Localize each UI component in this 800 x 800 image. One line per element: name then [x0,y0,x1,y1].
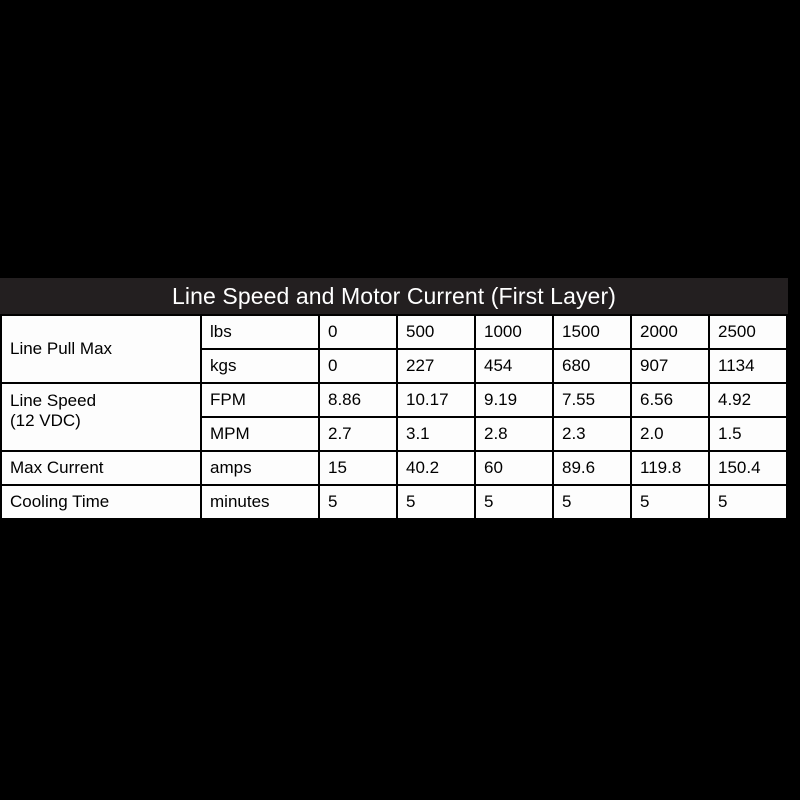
cell-value: 8.86 [318,382,398,418]
cell-value: 680 [552,348,632,384]
row-label-line-speed-voltage: (12 VDC) [10,411,81,430]
cell-value: 15 [318,450,398,486]
table-row: Line Speed (12 VDC) FPM 8.86 10.17 9.19 … [0,382,788,452]
row-label-max-current: Max Current [0,450,202,486]
cell-value: 3.1 [396,416,476,452]
row-unit-minutes: minutes [200,484,320,520]
row-unit-lbs: lbs [200,314,320,350]
cell-value: 2.8 [474,416,554,452]
cell-value: 5 [708,484,788,520]
row-label-cooling-time: Cooling Time [0,484,202,520]
table-row: MPM 2.7 3.1 2.8 2.3 2.0 1.5 [1,416,788,452]
cell-value: 5 [318,484,398,520]
page-title: Line Speed and Motor Current (First Laye… [172,283,616,309]
cell-value: 40.2 [396,450,476,486]
cell-value: 2000 [630,314,710,350]
cell-value: 0 [318,314,398,350]
specification-table: Line Pull Max lbs 0 500 1000 1500 2000 2… [0,314,788,520]
cell-value: 150.4 [708,450,788,486]
cell-value: 6.56 [630,382,710,418]
row-unit-mpm: MPM [200,416,320,452]
row-label-line-speed-text: Line Speed [10,391,97,410]
table-row: Max Current amps 15 40.2 60 89.6 119.8 1… [0,450,788,486]
cell-value: 1.5 [708,416,788,452]
cell-value: 2.3 [552,416,632,452]
cell-value: 10.17 [396,382,476,418]
cell-value: 907 [630,348,710,384]
row-unit-amps: amps [200,450,320,486]
cell-value: 7.55 [552,382,632,418]
cell-value: 2500 [708,314,788,350]
cell-value: 500 [396,314,476,350]
cell-value: 5 [630,484,710,520]
cell-value: 89.6 [552,450,632,486]
cell-value: 5 [552,484,632,520]
cell-value: 2.0 [630,416,710,452]
table-row: Line Pull Max lbs 0 500 1000 1500 2000 2… [0,314,788,384]
cell-value: 2.7 [318,416,398,452]
cell-value: 1000 [474,314,554,350]
row-label-line-speed: Line Speed (12 VDC) [0,382,202,452]
table-row: kgs 0 227 454 680 907 1134 [1,348,788,384]
row-label-line-pull-max: Line Pull Max [0,314,202,384]
cell-value: 1134 [708,348,788,384]
cell-value: 1500 [552,314,632,350]
cell-value: 119.8 [630,450,710,486]
row-unit-fpm: FPM [200,382,320,418]
cell-value: 454 [474,348,554,384]
cell-value: 5 [474,484,554,520]
spec-table-block: Line Speed and Motor Current (First Laye… [0,278,788,520]
cell-value: 227 [396,348,476,384]
table-row: Cooling Time minutes 5 5 5 5 5 5 [0,484,788,520]
cell-value: 60 [474,450,554,486]
cell-value: 0 [318,348,398,384]
row-unit-kgs: kgs [200,348,320,384]
cell-value: 4.92 [708,382,788,418]
cell-value: 9.19 [474,382,554,418]
cell-value: 5 [396,484,476,520]
